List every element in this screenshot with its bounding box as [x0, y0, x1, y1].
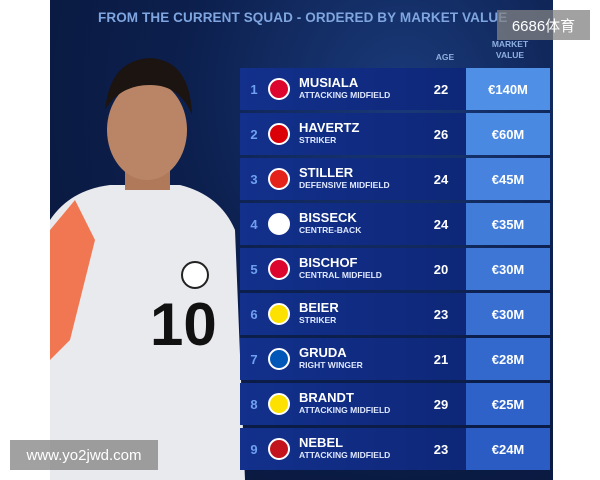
player-age: 22 — [433, 81, 449, 97]
table-row: 3 STILLER DEFENSIVE MIDFIELD 24 €45M — [240, 158, 553, 200]
player-position: STRIKER — [299, 315, 337, 325]
player-info: 3 STILLER DEFENSIVE MIDFIELD 24 — [240, 158, 466, 200]
market-value: €25M — [466, 383, 550, 425]
table-row: 5 BISCHOF CENTRAL MIDFIELD 20 €30M — [240, 248, 553, 290]
player-age: 24 — [433, 171, 449, 187]
header-line-1: MARKET — [491, 39, 529, 49]
market-value: €24M — [466, 428, 550, 470]
player-age: 23 — [433, 306, 449, 322]
rank: 9 — [250, 441, 258, 457]
market-value: €35M — [466, 203, 550, 245]
svg-text:10: 10 — [150, 291, 217, 358]
player-position: STRIKER — [299, 135, 337, 145]
table-row: 4 BISSECK CENTRE-BACK 24 €35M — [240, 203, 553, 245]
rank: 7 — [250, 351, 258, 367]
market-value: €140M — [466, 68, 550, 110]
player-name: NEBEL — [299, 435, 344, 450]
bayern-munich-crest-icon — [268, 258, 290, 280]
player-name: BISSECK — [299, 210, 357, 225]
player-position: ATTACKING MIDFIELD — [299, 450, 391, 460]
player-info: 5 BISCHOF CENTRAL MIDFIELD 20 — [240, 248, 466, 290]
player-name: BISCHOF — [299, 255, 358, 270]
player-name: GRUDA — [299, 345, 347, 360]
borussia-dortmund-crest-icon — [268, 393, 290, 415]
player-age: 23 — [433, 441, 449, 457]
market-value: €45M — [466, 158, 550, 200]
player-info: 7 GRUDA RIGHT WINGER 21 — [240, 338, 466, 380]
infographic-poster: FROM THE CURRENT SQUAD - ORDERED BY MARK… — [50, 0, 553, 480]
market-value: €30M — [466, 293, 550, 335]
player-info: 1 MUSIALA ATTACKING MIDFIELD 22 — [240, 68, 466, 110]
header-line-2: VALUE — [495, 50, 525, 60]
player-info: 6 BEIER STRIKER 23 — [240, 293, 466, 335]
player-name: STILLER — [299, 165, 354, 180]
rank: 2 — [250, 126, 258, 142]
player-age: 21 — [433, 351, 449, 367]
player-position: CENTRAL MIDFIELD — [299, 270, 382, 280]
market-value: €60M — [466, 113, 550, 155]
player-info: 9 NEBEL ATTACKING MIDFIELD 23 — [240, 428, 466, 470]
player-position: DEFENSIVE MIDFIELD — [299, 180, 390, 190]
arsenal-crest-icon — [268, 123, 290, 145]
brighton-crest-icon — [268, 348, 290, 370]
player-photo: 10 — [50, 58, 245, 480]
watermark-top: 6686体育 — [497, 10, 590, 40]
player-age: 20 — [433, 261, 449, 277]
bayern-munich-crest-icon — [268, 78, 290, 100]
table-row: 8 BRANDT ATTACKING MIDFIELD 29 €25M — [240, 383, 553, 425]
player-name: HAVERTZ — [299, 120, 360, 135]
rank: 8 — [250, 396, 258, 412]
market-value: €30M — [466, 248, 550, 290]
table-row: 7 GRUDA RIGHT WINGER 21 €28M — [240, 338, 553, 380]
subtitle: FROM THE CURRENT SQUAD - ORDERED BY MARK… — [98, 10, 508, 25]
player-position: RIGHT WINGER — [299, 360, 363, 370]
player-info: 4 BISSECK CENTRE-BACK 24 — [240, 203, 466, 245]
player-name: BEIER — [299, 300, 339, 315]
player-info: 8 BRANDT ATTACKING MIDFIELD 29 — [240, 383, 466, 425]
player-position: ATTACKING MIDFIELD — [299, 405, 391, 415]
rank: 4 — [250, 216, 258, 232]
rank: 3 — [250, 171, 258, 187]
player-info: 2 HAVERTZ STRIKER 26 — [240, 113, 466, 155]
table-row: 1 MUSIALA ATTACKING MIDFIELD 22 €140M — [240, 68, 553, 110]
rank: 5 — [250, 261, 258, 277]
watermark-bottom: www.yo2jwd.com — [10, 440, 158, 470]
player-name: BRANDT — [299, 390, 354, 405]
rank: 6 — [250, 306, 258, 322]
table-row: 2 HAVERTZ STRIKER 26 €60M — [240, 113, 553, 155]
borussia-dortmund-crest-icon — [268, 303, 290, 325]
mainz-05-crest-icon — [268, 438, 290, 460]
vfb-stuttgart-crest-icon — [268, 168, 290, 190]
player-position: CENTRE-BACK — [299, 225, 362, 235]
player-age: 26 — [433, 126, 449, 142]
table-row: 9 NEBEL ATTACKING MIDFIELD 23 €24M — [240, 428, 553, 470]
player-age: 24 — [433, 216, 449, 232]
market-value: €28M — [466, 338, 550, 380]
table-row: 6 BEIER STRIKER 23 €30M — [240, 293, 553, 335]
player-position: ATTACKING MIDFIELD — [299, 90, 391, 100]
player-name: MUSIALA — [299, 75, 359, 90]
age-column-header: AGE — [435, 52, 455, 62]
market-value-column-header: MARKET VALUE — [480, 39, 540, 61]
rank: 1 — [250, 81, 258, 97]
inter-milan-crest-icon — [268, 213, 290, 235]
player-age: 29 — [433, 396, 449, 412]
